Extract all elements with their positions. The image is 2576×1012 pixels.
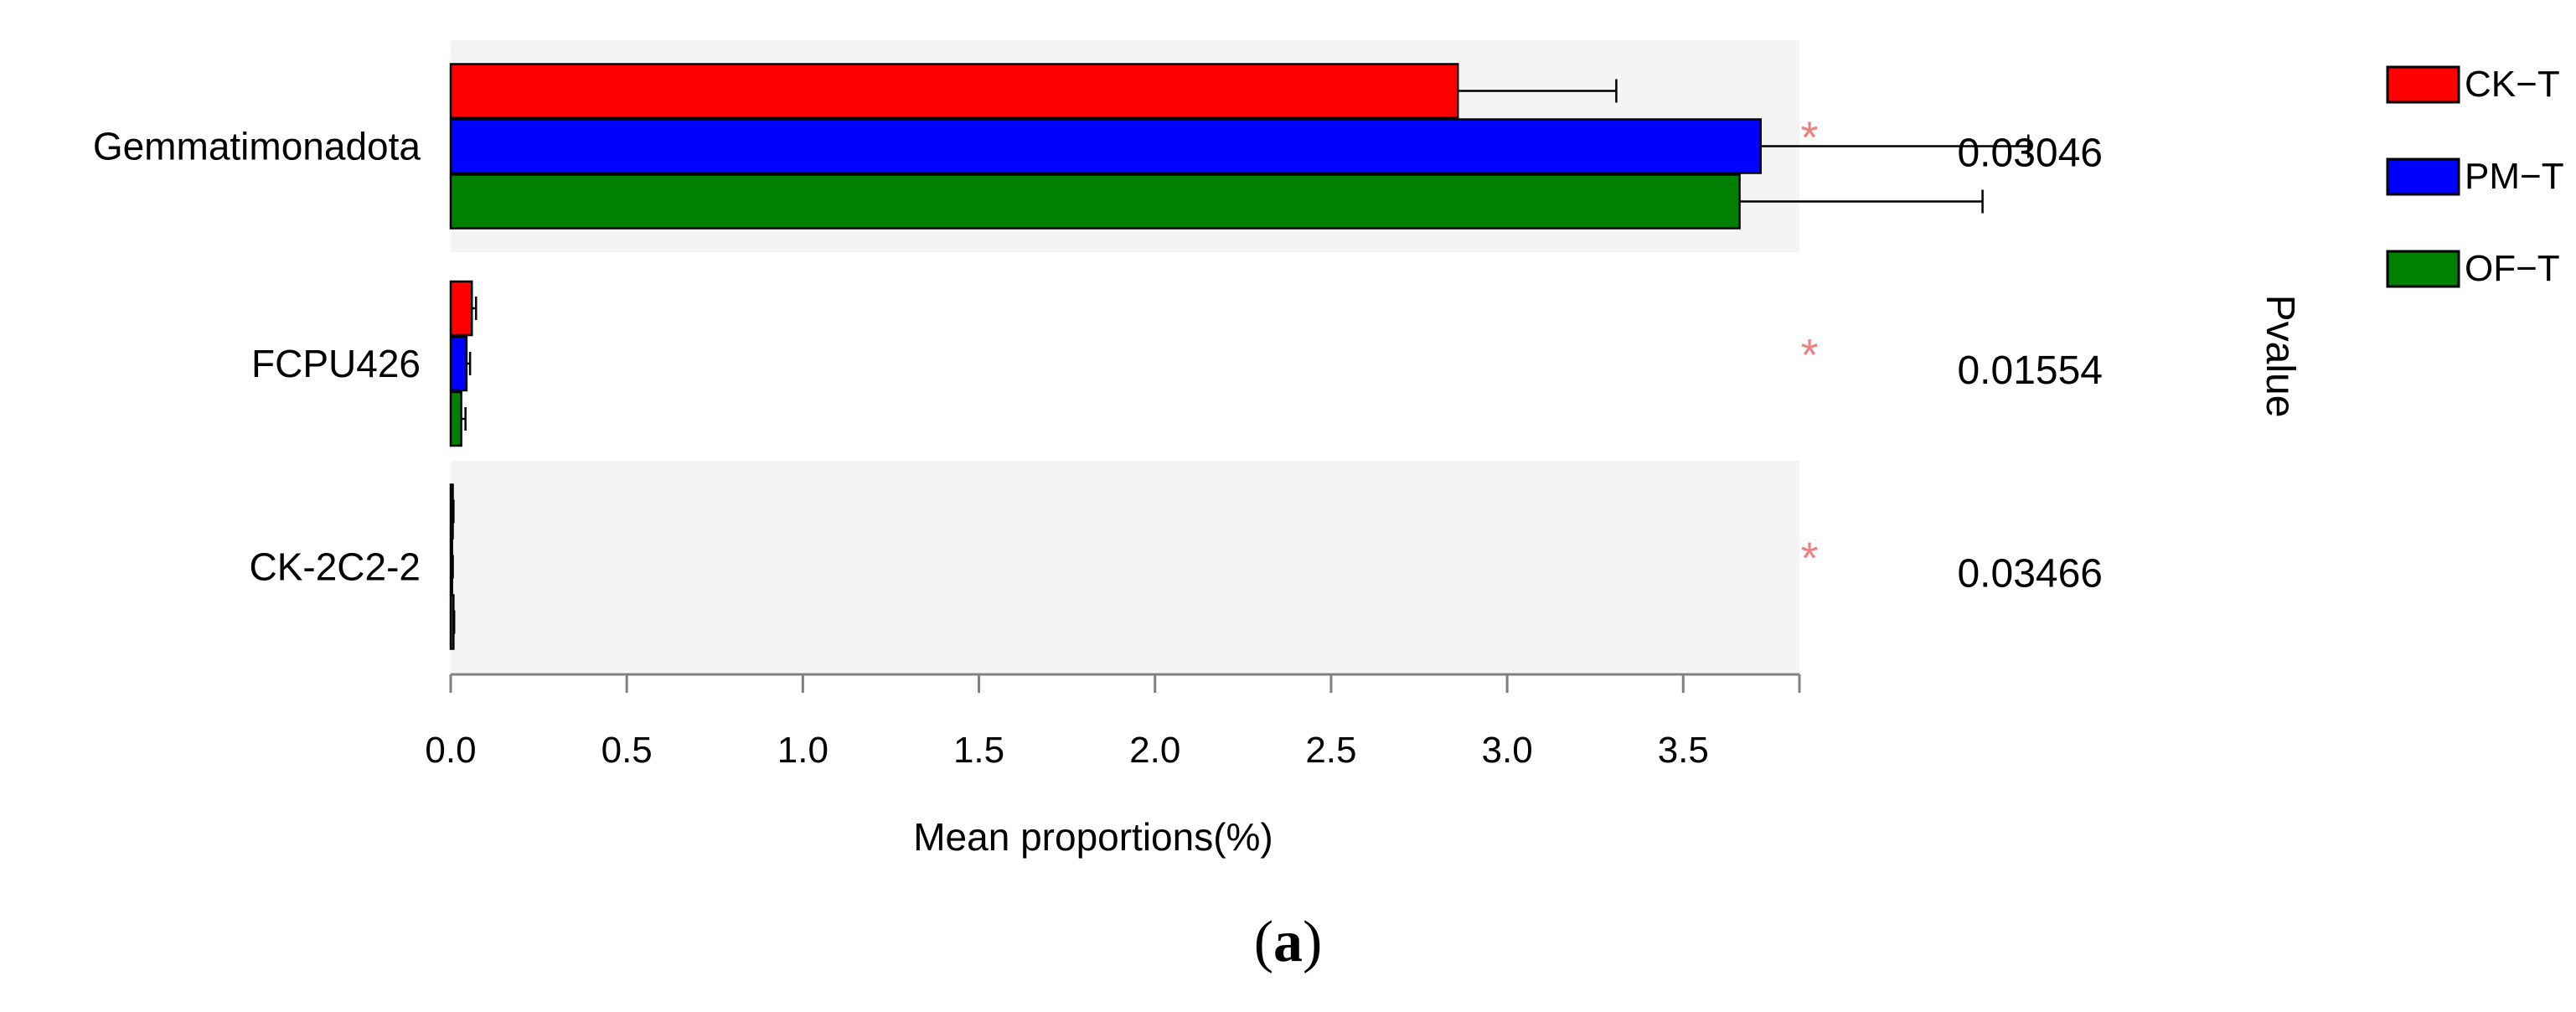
band-3 bbox=[451, 461, 1799, 673]
x-tick-label-6: 2.5 bbox=[1305, 730, 1356, 771]
x-tick-label-3: 1.0 bbox=[777, 730, 829, 771]
legend-swatch-1 bbox=[2386, 65, 2460, 104]
x-tick-label-5: 2.0 bbox=[1129, 730, 1180, 771]
category-labels: Gemmatimonadota FCPU426 CK-2C2-2 bbox=[93, 125, 421, 589]
x-tick-label-1: 0.0 bbox=[425, 730, 476, 771]
significance-star-3: * bbox=[1800, 534, 1818, 584]
figure-caption: (a) bbox=[0, 909, 2576, 976]
category-label-1: Gemmatimonadota bbox=[93, 125, 421, 168]
x-tick-label-8: 3.5 bbox=[1658, 730, 1709, 771]
bar-1-2 bbox=[449, 118, 1763, 174]
bar-3-3 bbox=[449, 594, 455, 650]
legend-label-1: CK−T bbox=[2465, 64, 2560, 105]
legend-label-2: PM−T bbox=[2465, 156, 2564, 197]
x-tick-label-4: 1.5 bbox=[953, 730, 1004, 771]
caption-letter: a bbox=[1273, 910, 1303, 974]
caption-close: ) bbox=[1303, 910, 1323, 974]
error-bars bbox=[452, 79, 2030, 634]
bar-2-2 bbox=[449, 335, 468, 392]
pvalue-3: 0.03466 bbox=[1957, 552, 2103, 596]
bar-2-1 bbox=[449, 280, 473, 337]
category-label-2: FCPU426 bbox=[251, 342, 421, 385]
x-axis-title: Mean proportions(%) bbox=[913, 815, 1273, 859]
legend-swatch-3 bbox=[2386, 250, 2460, 288]
pvalue-2: 0.01554 bbox=[1957, 349, 2103, 393]
bar-2-3 bbox=[449, 390, 462, 447]
bar-1-1 bbox=[449, 63, 1459, 119]
x-tick-label-2: 0.5 bbox=[601, 730, 653, 771]
x-tick-label-7: 3.0 bbox=[1482, 730, 1533, 771]
x-axis: 0.0 0.5 1.0 1.5 2.0 2.5 3.0 3.5 bbox=[425, 673, 1801, 771]
significance-star-1: * bbox=[1800, 113, 1818, 163]
pvalue-column: * 0.03046 * 0.01554 * 0.03466 bbox=[1800, 113, 2103, 596]
pvalue-1: 0.03046 bbox=[1957, 132, 2103, 176]
caption-open: ( bbox=[1253, 910, 1273, 974]
significance-star-2: * bbox=[1800, 330, 1818, 380]
bar-1-3 bbox=[449, 173, 1741, 230]
legend-swatch-2 bbox=[2386, 157, 2460, 196]
legend: CK−T PM−T OF−T bbox=[2386, 64, 2564, 289]
category-label-3: CK-2C2-2 bbox=[249, 545, 421, 589]
pvalue-title: Pvalue bbox=[2258, 295, 2302, 418]
legend-label-3: OF−T bbox=[2465, 248, 2560, 289]
